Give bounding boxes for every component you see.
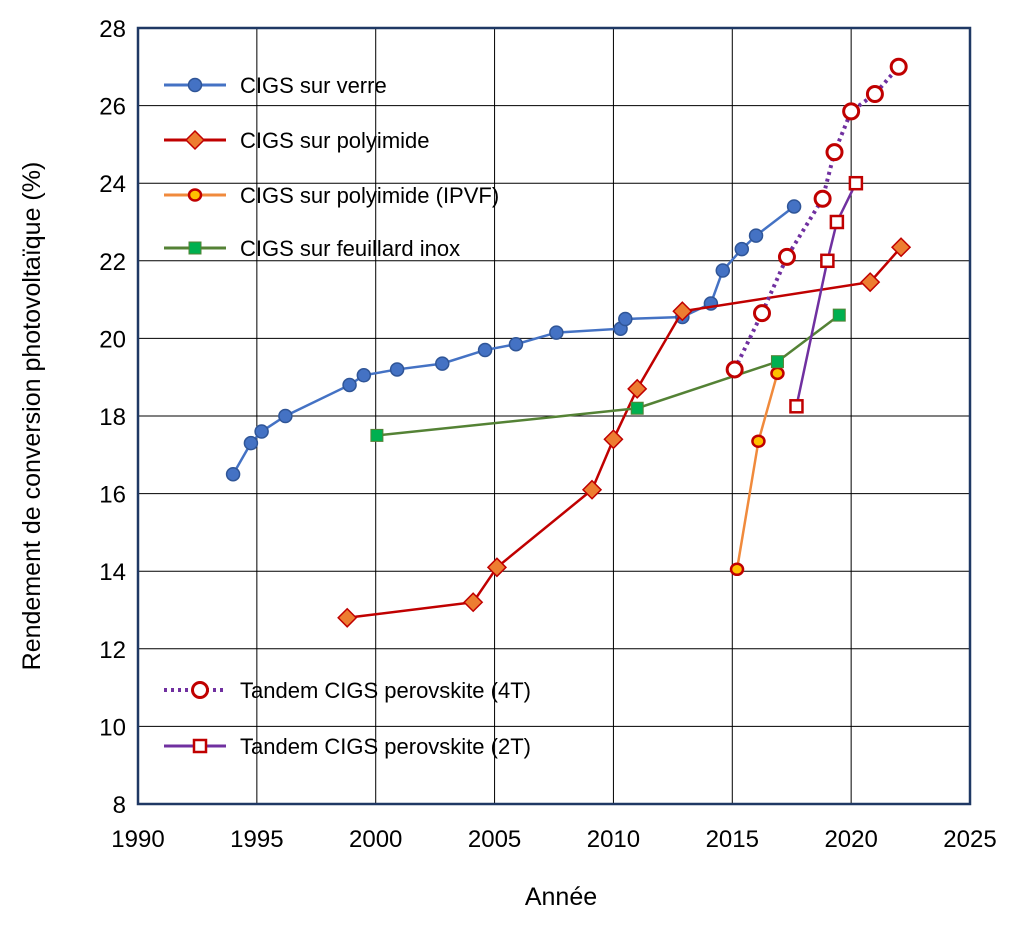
x-tick-label: 1990	[111, 826, 164, 853]
x-tick-label: 2020	[824, 826, 877, 853]
legend: CIGS sur verre CIGS sur polyimide CIGS sur…	[164, 73, 531, 759]
series-line	[735, 372, 779, 570]
data-point-circle	[734, 241, 750, 257]
series-layer	[225, 57, 912, 628]
legend-item: Tandem CIGS perovskite (4T)	[164, 678, 531, 703]
data-point-diamond	[463, 592, 484, 613]
plot-frame	[136, 26, 972, 806]
legend-label: Tandem CIGS perovskite (4T)	[240, 678, 531, 703]
data-point-circle	[389, 362, 405, 377]
data-point-open-circle	[813, 189, 832, 208]
data-point-circle	[770, 366, 785, 381]
y-tick-label: 26	[99, 94, 126, 121]
x-axis-label: Année	[525, 883, 597, 911]
y-tick-label: 18	[99, 404, 126, 431]
y-tick-label: 20	[99, 326, 126, 353]
data-point-open-circle	[825, 143, 844, 162]
series-tandem-cigs-perovskite-4t	[725, 57, 908, 379]
data-point-square	[832, 308, 846, 322]
data-point-circle	[786, 199, 802, 214]
legend-label: CIGS sur polyimide (IPVF)	[240, 183, 499, 208]
series-line	[732, 65, 901, 371]
data-point-circle	[435, 356, 450, 371]
x-tick-label: 2010	[587, 826, 640, 853]
legend-label: CIGS sur verre	[240, 73, 387, 98]
tick-labels: 1990 1995 2000 2005 2010 2015 2020 2025 8 10 12 14 1…	[99, 16, 996, 853]
data-point-open-circle	[777, 247, 796, 266]
y-tick-label: 28	[99, 16, 126, 43]
data-point-square	[370, 428, 384, 442]
data-point-circle	[618, 311, 633, 327]
data-point-circle	[356, 368, 372, 383]
data-point-diamond	[581, 479, 603, 500]
data-point-circle	[254, 424, 269, 439]
data-point-circle	[477, 342, 493, 358]
series-cigs-sur-polyimide-ipvf	[729, 366, 785, 577]
data-point-circle	[225, 466, 241, 482]
series-line	[795, 182, 858, 407]
y-tick-label: 12	[99, 637, 126, 664]
data-point-open-square	[192, 738, 208, 754]
data-point-open-circle	[753, 304, 771, 323]
data-point-circle	[751, 434, 766, 448]
series-cigs-sur-polyimide	[337, 237, 912, 628]
data-point-circle	[278, 408, 293, 424]
data-point-open-square	[829, 214, 845, 230]
data-point-diamond	[337, 607, 358, 628]
series-cigs-sur-verre	[225, 199, 802, 482]
x-tick-label: 2000	[349, 826, 402, 853]
y-tick-label: 10	[99, 714, 126, 741]
data-point-open-circle	[842, 102, 861, 121]
y-tick-label: 22	[99, 249, 126, 276]
series-tandem-cigs-perovskite-2t	[789, 175, 864, 414]
data-point-square	[630, 401, 644, 415]
data-point-diamond	[891, 237, 912, 258]
data-point-circle	[715, 263, 731, 278]
legend-label: Tandem CIGS perovskite (2T)	[240, 734, 531, 759]
data-point-diamond	[184, 129, 206, 151]
data-point-square	[188, 241, 202, 255]
data-point-circle	[187, 77, 203, 93]
x-tick-label: 2015	[706, 826, 759, 853]
data-point-open-circle	[889, 57, 908, 76]
data-point-open-circle	[725, 360, 744, 379]
y-tick-label: 8	[113, 792, 126, 819]
x-tick-label: 1995	[230, 826, 283, 853]
data-point-open-square	[848, 175, 864, 191]
data-point-square	[770, 355, 784, 369]
legend-item: CIGS sur polyimide	[164, 128, 430, 153]
series-line	[376, 314, 841, 437]
data-point-open-circle	[191, 681, 209, 699]
data-point-open-circle	[865, 84, 884, 103]
legend-label: CIGS sur polyimide	[240, 128, 430, 153]
data-point-open-square	[789, 399, 804, 414]
data-point-diamond	[486, 557, 508, 578]
legend-item: Tandem CIGS perovskite (2T)	[164, 734, 531, 759]
data-point-circle	[187, 188, 203, 202]
legend-label: CIGS sur feuillard inox	[240, 236, 460, 261]
data-point-diamond	[627, 378, 648, 399]
series-cigs-sur-feuillard-inox	[370, 308, 846, 442]
data-point-circle	[508, 336, 524, 352]
data-point-open-square	[820, 253, 835, 269]
x-tick-label: 2005	[468, 826, 521, 853]
data-point-circle	[549, 325, 564, 340]
legend-item: CIGS sur feuillard inox	[164, 236, 460, 261]
y-tick-label: 16	[99, 482, 126, 509]
legend-item: CIGS sur polyimide (IPVF)	[164, 183, 499, 208]
data-point-circle	[748, 228, 764, 243]
data-point-circle	[342, 377, 357, 393]
data-point-circle	[729, 562, 745, 577]
data-point-diamond	[860, 272, 881, 293]
data-point-circle	[243, 435, 259, 451]
y-tick-label: 24	[99, 171, 126, 198]
legend-item: CIGS sur verre	[164, 73, 387, 98]
y-axis-label: Rendement de conversion photovoltaïque (…	[18, 162, 46, 671]
y-tick-label: 14	[99, 559, 126, 586]
x-tick-label: 2025	[943, 826, 996, 853]
data-point-diamond	[603, 429, 624, 450]
data-point-diamond	[672, 301, 693, 322]
